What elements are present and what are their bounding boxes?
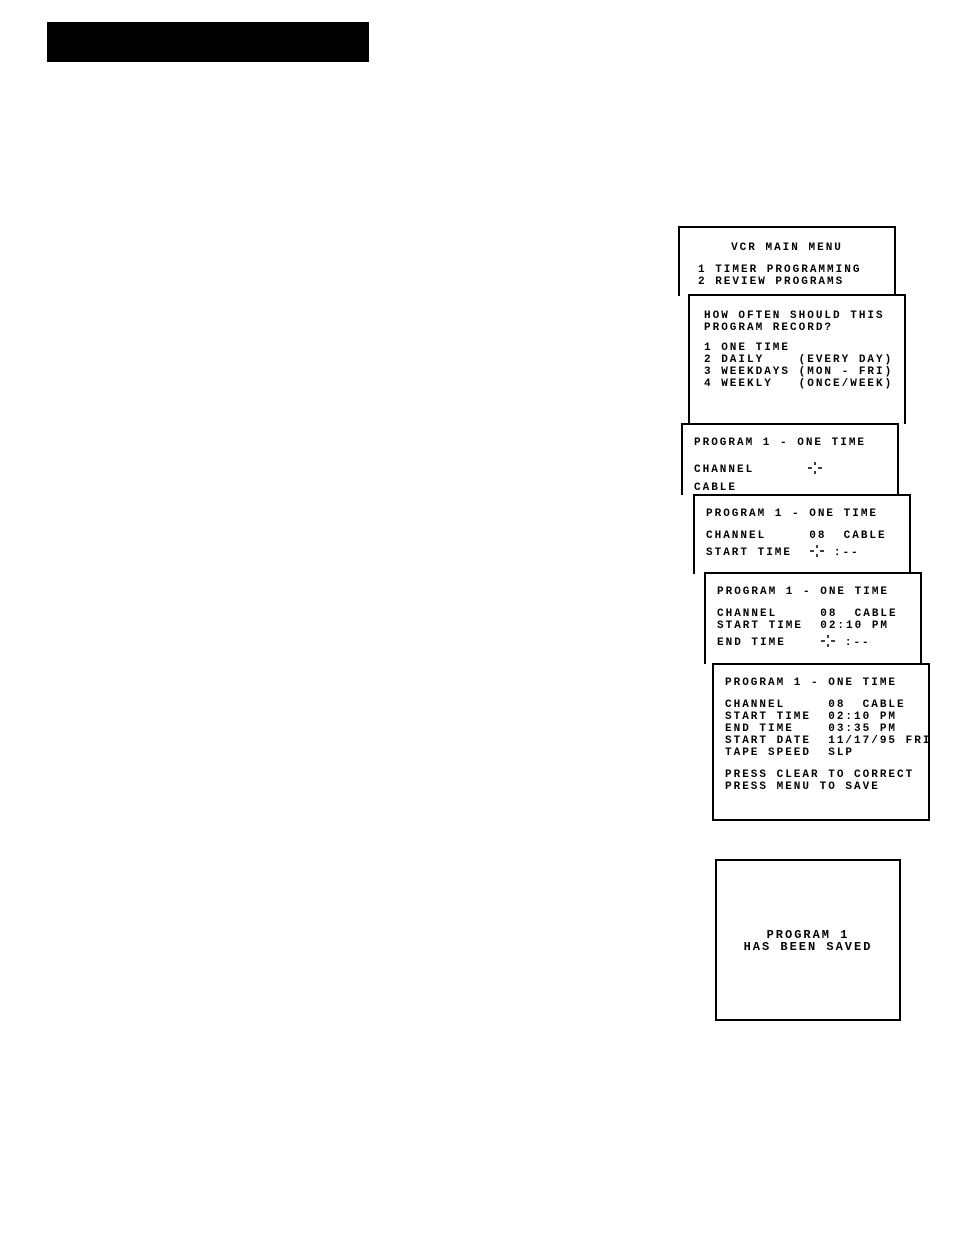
page: VCR MAIN MENU 1 TIMER PROGRAMMING 2 REVI… [0, 0, 954, 1235]
panel-summary: PROGRAM 1 - ONE TIME CHANNEL 08 CABLE ST… [712, 663, 930, 821]
et-l1: CHANNEL 08 CABLE [717, 608, 910, 620]
menu-item-2[interactable]: 2 REVIEW PROGRAMS [698, 276, 884, 288]
panel-channel: PROGRAM 1 - ONE TIME CHANNEL CABLE [681, 423, 899, 495]
sum-r2: START TIME 02:10 PM [725, 711, 918, 723]
main-menu-title: VCR MAIN MENU [690, 242, 884, 254]
sum-f1: PRESS CLEAR TO CORRECT [725, 769, 918, 781]
st-l1: CHANNEL 08 CABLE [706, 530, 899, 542]
freq-opt-3[interactable]: 3 WEEKDAYS (MON - FRI) [704, 366, 894, 378]
sum-title: PROGRAM 1 - ONE TIME [725, 677, 918, 689]
ch-title: PROGRAM 1 - ONE TIME [694, 437, 887, 449]
freq-q2: PROGRAM RECORD? [704, 322, 894, 334]
cursor-icon [821, 635, 835, 647]
sum-r3: END TIME 03:35 PM [725, 723, 918, 735]
ch-gap [764, 464, 798, 476]
cursor-icon [808, 462, 822, 474]
et-l3b: :-- [845, 637, 871, 649]
panel-frequency: HOW OFTEN SHOULD THIS PROGRAM RECORD? 1 … [688, 294, 906, 424]
panel-main-menu: VCR MAIN MENU 1 TIMER PROGRAMMING 2 REVI… [678, 226, 896, 296]
cursor-icon [810, 545, 824, 557]
st-l2b: :-- [834, 547, 860, 559]
panel-saved: PROGRAM 1 HAS BEEN SAVED [715, 859, 901, 1021]
st-title: PROGRAM 1 - ONE TIME [706, 508, 899, 520]
ch-right: CABLE [694, 482, 737, 494]
et-l2: START TIME 02:10 PM [717, 620, 910, 632]
panel-end-time: PROGRAM 1 - ONE TIME CHANNEL 08 CABLE ST… [704, 572, 922, 664]
st-l2a: START TIME [706, 547, 801, 559]
et-title: PROGRAM 1 - ONE TIME [717, 586, 910, 598]
sum-f2: PRESS MENU TO SAVE [725, 781, 918, 793]
et-l3a: END TIME [717, 637, 812, 649]
ch-gap2 [831, 464, 857, 476]
header-black-bar [47, 22, 369, 62]
ch-label: CHANNEL [694, 464, 754, 476]
saved-l2: HAS BEEN SAVED [717, 941, 899, 953]
freq-opt-1[interactable]: 1 ONE TIME [704, 342, 894, 354]
menu-item-1[interactable]: 1 TIMER PROGRAMMING [698, 264, 884, 276]
sum-r1: CHANNEL 08 CABLE [725, 699, 918, 711]
freq-opt-4[interactable]: 4 WEEKLY (ONCE/WEEK) [704, 378, 894, 390]
freq-opt-2[interactable]: 2 DAILY (EVERY DAY) [704, 354, 894, 366]
freq-q1: HOW OFTEN SHOULD THIS [704, 310, 894, 322]
sum-r4: START DATE 11/17/95 FRI [725, 735, 918, 747]
panel-start-time: PROGRAM 1 - ONE TIME CHANNEL 08 CABLE ST… [693, 494, 911, 574]
sum-r5: TAPE SPEED SLP [725, 747, 918, 759]
